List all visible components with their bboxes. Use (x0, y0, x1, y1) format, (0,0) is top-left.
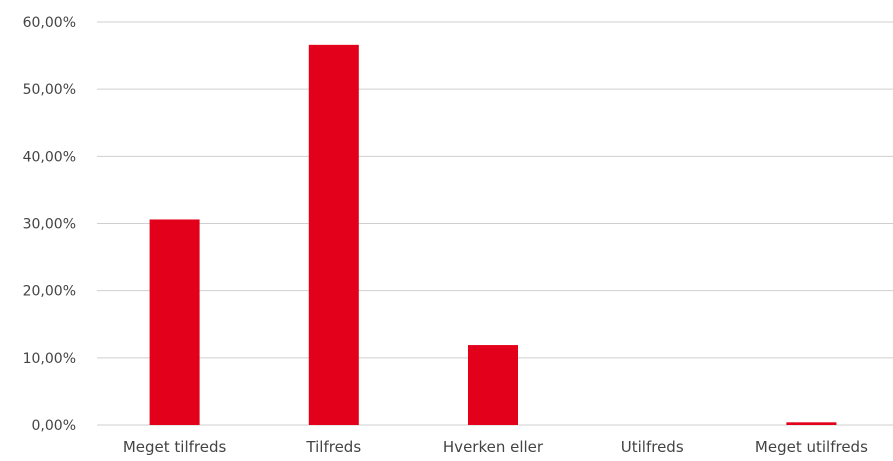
x-category-label: Meget tilfreds (123, 438, 227, 456)
x-axis-category-labels: Meget tilfreds Tilfreds Hverken eller Utilf… (123, 438, 868, 456)
bars (149, 44, 837, 425)
y-tick-label: 50,00% (23, 82, 76, 98)
bar-4 (786, 422, 837, 425)
y-tick-label: 60,00% (23, 15, 76, 31)
x-category-label: Tilfreds (305, 438, 361, 456)
y-tick-label: 40,00% (23, 149, 76, 165)
y-tick-label: 10,00% (23, 351, 76, 367)
gridlines (97, 21, 893, 426)
y-tick-label: 30,00% (23, 217, 76, 233)
x-category-label: Utilfreds (621, 438, 684, 456)
y-tick-label: 20,00% (23, 284, 76, 300)
y-tick-label: 0,00% (32, 418, 76, 434)
bar-1 (308, 44, 359, 425)
bar-2 (468, 345, 518, 425)
y-axis-tick-labels: 0,00% 10,00% 20,00% 30,00% 40,00% 50,00% 60,00… (23, 15, 76, 434)
x-category-label: Hverken eller (443, 438, 544, 456)
bar-0 (149, 219, 200, 425)
x-category-label: Meget utilfreds (755, 438, 868, 456)
